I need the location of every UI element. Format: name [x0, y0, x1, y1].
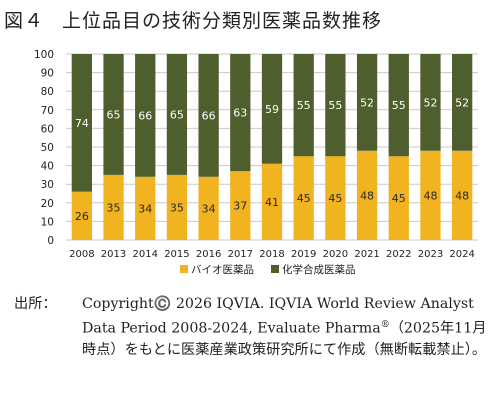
data-label-small-molecule-2014: 66 [138, 109, 152, 122]
x-tick-label-2019: 2019 [291, 249, 316, 260]
bar-small-molecule-2015 [166, 54, 188, 175]
bar-biologic-2023 [420, 150, 441, 240]
bar-biologic-2021 [356, 150, 378, 240]
legend-label-biologic: バイオ医薬品 [191, 264, 254, 276]
y-tick-label-50: 50 [41, 142, 54, 154]
bar-biologic-2024 [452, 150, 473, 240]
registered-mark: ® [380, 320, 390, 330]
data-label-small-molecule-2013: 65 [107, 108, 121, 121]
bar-small-molecule-2020 [325, 54, 346, 157]
bar-small-molecule-2022 [388, 54, 409, 157]
y-tick-label-100: 100 [34, 49, 54, 61]
x-tick-label-2016: 2016 [196, 249, 221, 260]
data-label-small-molecule-2020: 55 [328, 99, 342, 112]
figure-title-text: 上位品目の技術分類別医薬品数推移 [62, 10, 383, 32]
data-label-biologic-2020: 45 [328, 192, 342, 205]
data-label-small-molecule-2017: 63 [233, 107, 247, 120]
legend-swatch-biologic [180, 265, 188, 273]
y-tick-label-70: 70 [41, 105, 54, 117]
data-label-biologic-2015: 35 [170, 201, 184, 214]
figure-number: 図４ [4, 10, 45, 32]
x-tick-label-2014: 2014 [133, 249, 158, 260]
source-note: 出所： Copyright©️ 2026 IQVIA. IQVIA World … [14, 294, 496, 361]
data-label-biologic-2017: 37 [233, 200, 247, 213]
bar-small-molecule-2024 [452, 54, 473, 151]
source-text-part-1: Copyright©️ 2026 IQVIA. IQVIA World Revi… [82, 296, 474, 337]
bar-small-molecule-2016 [198, 54, 219, 177]
data-label-biologic-2023: 48 [423, 189, 437, 202]
data-label-small-molecule-2019: 55 [297, 99, 311, 112]
data-label-small-molecule-2016: 66 [202, 109, 216, 122]
y-tick-label-80: 80 [41, 86, 54, 98]
y-tick-label-10: 10 [41, 216, 54, 228]
y-tick-label-0: 0 [47, 235, 54, 247]
data-label-biologic-2022: 45 [392, 192, 406, 205]
data-label-biologic-2016: 34 [202, 202, 216, 215]
bar-biologic-2018 [261, 163, 283, 240]
y-tick-label-40: 40 [41, 161, 54, 173]
data-label-small-molecule-2022: 55 [392, 99, 406, 112]
y-tick-label-90: 90 [41, 68, 54, 80]
bar-biologic-2015 [166, 174, 188, 240]
source-text: Copyright©️ 2026 IQVIA. IQVIA World Revi… [82, 294, 496, 361]
bar-small-molecule-2008 [71, 54, 92, 192]
x-tick-label-2021: 2021 [354, 249, 379, 260]
bar-biologic-2008 [71, 191, 92, 240]
bar-small-molecule-2014 [135, 54, 156, 177]
bar-biologic-2017 [230, 171, 251, 240]
x-tick-label-2015: 2015 [164, 249, 189, 260]
data-label-biologic-2013: 35 [107, 201, 121, 214]
bar-biologic-2014 [135, 176, 156, 240]
x-tick-label-2022: 2022 [386, 249, 411, 260]
data-label-biologic-2018: 41 [265, 196, 279, 209]
data-label-biologic-2021: 48 [360, 189, 374, 202]
data-label-small-molecule-2024: 52 [455, 96, 469, 109]
bar-biologic-2019 [293, 156, 314, 240]
data-label-biologic-2014: 34 [138, 202, 152, 215]
data-label-small-molecule-2018: 59 [265, 103, 279, 116]
x-tick-label-2013: 2013 [101, 249, 126, 260]
source-text-part-2: （2025年11月時点）をもとに医薬産業政策研究所にて作成（無断転載禁止）。 [82, 320, 487, 358]
legend-swatch-small-molecule [271, 265, 279, 273]
y-tick-label-20: 20 [41, 198, 54, 210]
x-tick-label-2018: 2018 [259, 249, 284, 260]
bar-small-molecule-2019 [293, 54, 314, 157]
data-label-small-molecule-2021: 52 [360, 96, 374, 109]
x-tick-label-2017: 2017 [228, 249, 253, 260]
data-label-small-molecule-2008: 74 [75, 117, 89, 130]
x-tick-label-2023: 2023 [418, 249, 443, 260]
data-label-biologic-2019: 45 [297, 192, 311, 205]
bar-biologic-2022 [388, 156, 409, 240]
bar-small-molecule-2013 [103, 54, 124, 175]
bar-small-molecule-2021 [356, 54, 378, 151]
y-tick-label-60: 60 [41, 123, 54, 135]
bar-small-molecule-2017 [230, 54, 251, 172]
bar-biologic-2016 [198, 176, 219, 240]
data-label-small-molecule-2023: 52 [423, 96, 437, 109]
x-tick-label-2020: 2020 [323, 249, 348, 260]
x-tick-label-2008: 2008 [69, 249, 94, 260]
figure-title: 図４ 上位品目の技術分類別医薬品数推移 [4, 6, 382, 33]
data-label-biologic-2024: 48 [455, 189, 469, 202]
bar-small-molecule-2018 [261, 54, 283, 164]
legend-label-small-molecule: 化学合成医薬品 [282, 263, 356, 276]
x-tick-label-2024: 2024 [449, 249, 474, 260]
bar-biologic-2013 [103, 174, 124, 240]
bar-small-molecule-2023 [420, 54, 441, 151]
stacked-bar-chart: 0 10 20 30 40 50 60 70 80 90 100 26 74 2008 35 65 2013 34… [34, 49, 478, 276]
data-label-small-molecule-2015: 65 [170, 108, 184, 121]
y-tick-label-30: 30 [41, 179, 54, 191]
bar-biologic-2020 [325, 156, 346, 240]
source-label: 出所： [14, 296, 57, 312]
data-label-biologic-2008: 26 [75, 210, 89, 223]
